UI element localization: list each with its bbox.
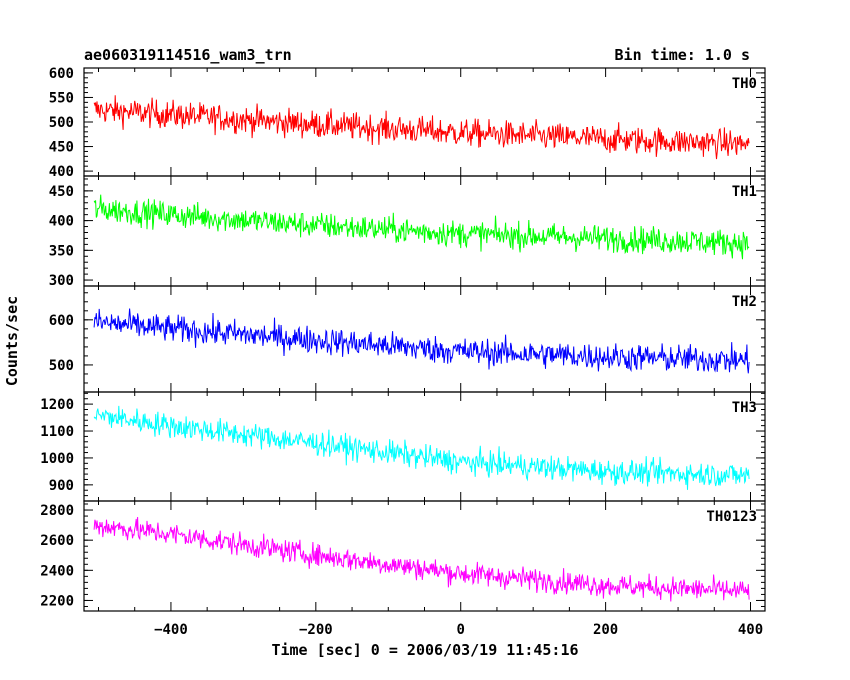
- bin-time-label: Bin time: 1.0 s: [615, 46, 750, 64]
- panel-frame: [83, 500, 766, 612]
- y-tick-label: 500: [49, 358, 74, 374]
- panel-label-th1: TH1: [732, 184, 757, 200]
- panel-label-th3: TH3: [732, 400, 757, 416]
- series-line-th0123: [93, 516, 750, 602]
- y-tick-label: 1100: [40, 424, 74, 440]
- panels-group: 400 450 500 550 600 TH0 300 350 400 450 TH1 500 600 T…: [40, 66, 766, 612]
- y-tick-label: 600: [49, 313, 74, 329]
- panel-label-th2: TH2: [732, 294, 757, 310]
- series-line-th0: [93, 95, 750, 160]
- x-tick-label: 0: [457, 622, 465, 638]
- chart-title: ae060319114516_wam3_trn: [84, 46, 292, 64]
- y-tick-label: 500: [49, 115, 74, 131]
- y-tick-label: 1000: [40, 451, 74, 467]
- y-tick-label: 450: [49, 140, 74, 156]
- panel-th2: 500 600 TH2: [49, 285, 766, 393]
- y-tick-label: 450: [49, 184, 74, 200]
- panel-label-th0123: TH0123: [706, 509, 757, 525]
- x-tick-label: 400: [738, 622, 763, 638]
- series-line-th3: [93, 405, 750, 490]
- y-tick-label: 400: [49, 214, 74, 230]
- panel-frame: [83, 391, 766, 502]
- panel-th3: 900 1000 1100 1200 TH3: [40, 391, 766, 502]
- y-axis-label: Counts/sec: [3, 296, 21, 386]
- y-tick-label: 400: [49, 164, 74, 180]
- y-tick-label: 1200: [40, 397, 74, 413]
- panel-frame: [83, 285, 766, 393]
- x-axis-label: Time [sec] 0 = 2006/03/19 11:45:16: [271, 641, 578, 659]
- y-tick-label: 300: [49, 273, 74, 289]
- y-tick-label: 900: [49, 478, 74, 494]
- x-axis: −400 −200 0 200 400: [154, 622, 763, 638]
- panel-th0: 400 450 500 550 600 TH0: [49, 66, 766, 180]
- y-tick-label: 2600: [40, 533, 74, 549]
- panel-frame: [83, 67, 766, 177]
- x-tick-label: −200: [299, 622, 333, 638]
- panel-th1: 300 350 400 450 TH1: [49, 175, 766, 289]
- panel-label-th0: TH0: [732, 76, 757, 92]
- y-tick-label: 2800: [40, 503, 74, 519]
- panel-th0123: 2200 2400 2600 2800 TH0123: [40, 500, 766, 612]
- series-line-th1: [93, 194, 750, 260]
- x-tick-label: 200: [593, 622, 618, 638]
- series-line-th2: [93, 308, 750, 374]
- y-tick-label: 2200: [40, 593, 74, 609]
- y-tick-label: 550: [49, 90, 74, 106]
- y-tick-label: 350: [49, 243, 74, 259]
- y-tick-label: 2400: [40, 563, 74, 579]
- x-tick-label: −400: [154, 622, 188, 638]
- y-tick-label: 600: [49, 66, 74, 82]
